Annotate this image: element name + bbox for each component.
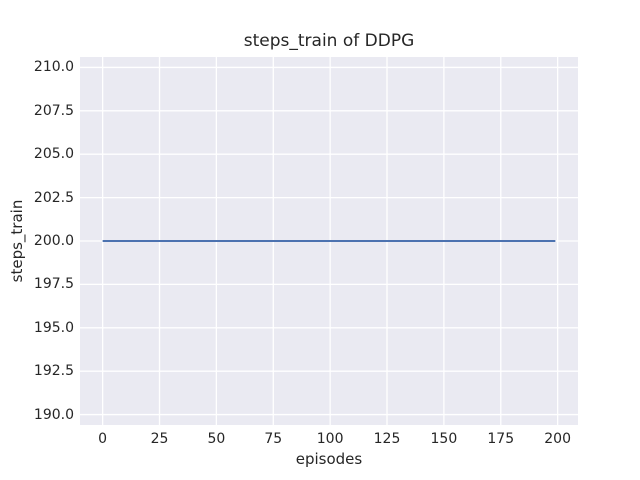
x-tick-label: 75 <box>264 431 283 447</box>
x-tick-label: 125 <box>373 431 401 447</box>
y-tick-label: 205.0 <box>33 146 74 163</box>
y-tick-label: 192.5 <box>33 363 74 380</box>
y-tick-label: 197.5 <box>33 276 74 293</box>
y-tick-label: 195.0 <box>33 319 74 336</box>
y-tick-label: 207.5 <box>33 102 74 119</box>
x-tick-label: 100 <box>316 431 344 447</box>
x-tick-label: 0 <box>98 431 108 447</box>
x-tick-label: 50 <box>207 431 226 447</box>
y-tick-label: 190.0 <box>33 406 74 423</box>
y-axis-label: steps_train <box>8 199 26 283</box>
plot-area <box>80 57 578 425</box>
x-tick-label: 200 <box>544 431 571 447</box>
y-tick-label: 202.5 <box>33 189 74 206</box>
y-tick-label: 210.0 <box>33 59 74 76</box>
plot-canvas <box>80 57 578 425</box>
x-axis-label: episodes <box>295 450 363 468</box>
x-tick-label: 175 <box>487 431 515 447</box>
x-tick-label: 150 <box>430 431 458 447</box>
y-tick-label: 200.0 <box>33 233 74 249</box>
x-tick-label: 25 <box>150 431 169 447</box>
chart-title: steps_train of DDPG <box>243 31 415 51</box>
